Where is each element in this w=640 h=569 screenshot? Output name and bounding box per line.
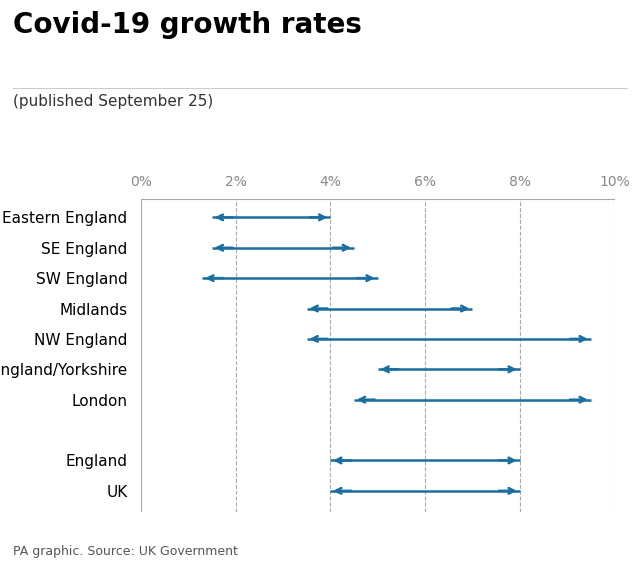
Text: Covid-19 growth rates: Covid-19 growth rates xyxy=(13,11,362,39)
Text: (published September 25): (published September 25) xyxy=(13,94,213,109)
Text: PA graphic. Source: UK Government: PA graphic. Source: UK Government xyxy=(13,545,237,558)
